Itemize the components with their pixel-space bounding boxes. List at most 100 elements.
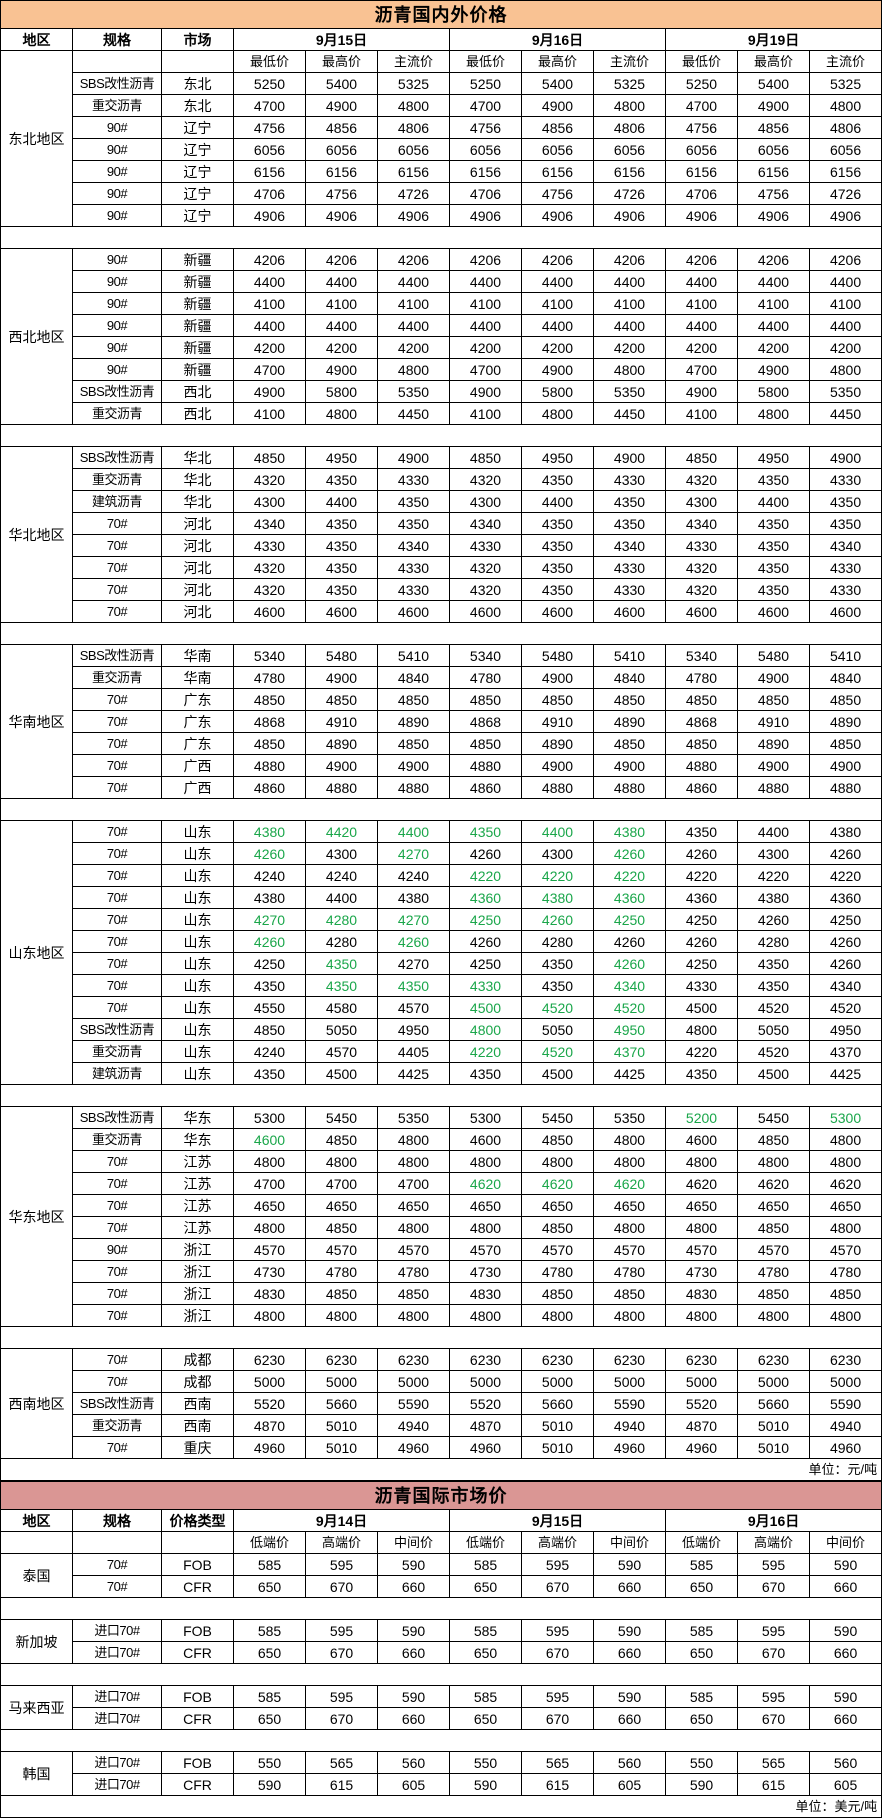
price-cell: 4200 bbox=[665, 336, 738, 359]
price-cell: 4880 bbox=[305, 776, 378, 799]
price-cell: 4900 bbox=[737, 754, 810, 777]
subheader-row: 东北地区 最低价 最高价 主流价 最低价 最高价 主流价 最低价 最高价 主流价 bbox=[0, 50, 882, 227]
price-cell: 4340 bbox=[233, 512, 306, 535]
table-row: 70# 广西 4880 4900 4900 4880 4900 4900 4880 4900 490… bbox=[1, 754, 882, 777]
subheader-cell: 高端价 bbox=[521, 1531, 594, 1554]
price-cell: 4380 bbox=[233, 820, 306, 843]
price-cell: 4906 bbox=[808, 204, 882, 227]
price-cell: 550 bbox=[233, 1751, 306, 1774]
blank-row bbox=[0, 1597, 882, 1620]
price-cell: 4900 bbox=[305, 754, 378, 777]
header-market: 价格类型 bbox=[161, 1509, 234, 1532]
price-cell: 4800 bbox=[593, 1128, 666, 1151]
price-cell: 5300 bbox=[449, 1106, 522, 1129]
price-cell: 4910 bbox=[305, 710, 378, 733]
price-cell: 650 bbox=[449, 1575, 522, 1598]
market-cell: 河北 bbox=[161, 512, 234, 535]
price-cell: 4600 bbox=[665, 1128, 738, 1151]
header-spec: 规格 bbox=[72, 28, 162, 51]
price-cell: 5300 bbox=[808, 1106, 882, 1129]
table-row: 70# 山东 4250 4350 4270 4250 4350 4260 4250 4350 426… bbox=[1, 952, 882, 975]
price-cell: 4830 bbox=[449, 1282, 522, 1305]
price-cell: 4400 bbox=[808, 314, 882, 337]
spec-cell: 重交沥青 bbox=[72, 94, 162, 117]
price-cell: 4700 bbox=[665, 94, 738, 117]
price-cell: 4950 bbox=[305, 446, 378, 469]
market-cell: 广东 bbox=[161, 688, 234, 711]
table-row: 重交沥青 华东 4600 4850 4800 4600 4850 4800 4600 4850 48… bbox=[1, 1128, 882, 1151]
table-row: 90# 辽宁 4756 4856 4806 4756 4856 4806 4756 4856 480… bbox=[1, 116, 882, 139]
price-cell: 4570 bbox=[377, 1238, 450, 1261]
unit-row: 单位：美元/吨 bbox=[0, 1795, 882, 1818]
price-cell: 4900 bbox=[521, 666, 594, 689]
price-cell: 4220 bbox=[737, 864, 810, 887]
market-cell: 广东 bbox=[161, 710, 234, 733]
price-cell: 5450 bbox=[737, 1106, 810, 1129]
price-cell: 5400 bbox=[521, 72, 594, 95]
price-cell: 4800 bbox=[665, 1150, 738, 1173]
region-cell: 马来西亚 bbox=[0, 1685, 73, 1730]
price-cell: 605 bbox=[377, 1773, 450, 1796]
market-cell: 山东 bbox=[161, 1018, 234, 1041]
price-cell: 4780 bbox=[233, 666, 306, 689]
market-cell: 成都 bbox=[161, 1370, 234, 1393]
subheader-cell: 中间价 bbox=[808, 1531, 882, 1554]
price-cell: 6056 bbox=[665, 138, 738, 161]
market-cell: 西北 bbox=[161, 402, 234, 425]
price-cell: 4500 bbox=[521, 1062, 594, 1085]
market-cell: 西北 bbox=[161, 380, 234, 403]
price-cell: 4906 bbox=[449, 204, 522, 227]
price-cell: 4450 bbox=[377, 402, 450, 425]
price-cell: 4856 bbox=[521, 116, 594, 139]
price-cell: 4220 bbox=[593, 864, 666, 887]
table-row: 90# 新疆 4400 4400 4400 4400 4400 4400 4400 4400 440… bbox=[1, 270, 882, 293]
price-cell: 650 bbox=[665, 1641, 738, 1664]
price-cell: 4570 bbox=[305, 1040, 378, 1063]
price-cell: 4570 bbox=[233, 1238, 306, 1261]
price-cell: 4620 bbox=[808, 1172, 882, 1195]
price-cell: 5340 bbox=[449, 644, 522, 667]
price-cell: 4900 bbox=[377, 446, 450, 469]
spec-cell: 70# bbox=[72, 1194, 162, 1217]
price-cell: 4780 bbox=[737, 1260, 810, 1283]
price-cell: 4350 bbox=[737, 512, 810, 535]
price-cell: 5325 bbox=[377, 72, 450, 95]
price-cell: 4350 bbox=[305, 468, 378, 491]
price-cell: 4600 bbox=[377, 600, 450, 623]
price-cell: 4260 bbox=[449, 842, 522, 865]
price-cell: 4570 bbox=[665, 1238, 738, 1261]
price-cell: 5410 bbox=[593, 644, 666, 667]
header-row: 地区 规格 价格类型 9月14日 9月15日 9月16日 bbox=[0, 1509, 882, 1532]
spec-cell: 进口70# bbox=[72, 1685, 162, 1708]
price-cell: 595 bbox=[737, 1619, 810, 1642]
price-cell: 4350 bbox=[665, 1062, 738, 1085]
price-cell: 4960 bbox=[593, 1436, 666, 1459]
price-cell: 4400 bbox=[737, 820, 810, 843]
price-cell: 4350 bbox=[521, 952, 594, 975]
header-date: 9月15日 bbox=[449, 1509, 666, 1532]
price-cell: 4200 bbox=[449, 336, 522, 359]
blank-row bbox=[0, 424, 882, 447]
price-cell: 4900 bbox=[521, 754, 594, 777]
region-cell: 山东地区 bbox=[0, 820, 73, 1085]
table-row: 重交沥青 华南 4780 4900 4840 4780 4900 4840 4780 4900 48… bbox=[1, 666, 882, 689]
price-cell: 4730 bbox=[233, 1260, 306, 1283]
market-cell: 西南 bbox=[161, 1414, 234, 1437]
spec-cell: 70# bbox=[72, 512, 162, 535]
price-cell: 5520 bbox=[665, 1392, 738, 1415]
price-cell: 4220 bbox=[449, 1040, 522, 1063]
region-cell: 泰国 bbox=[0, 1553, 73, 1598]
price-cell: 4100 bbox=[521, 292, 594, 315]
table-row: 90# 新疆 4700 4900 4800 4700 4900 4800 4700 4900 480… bbox=[1, 358, 882, 381]
market-cell: 山东 bbox=[161, 996, 234, 1019]
price-cell: 4800 bbox=[593, 1216, 666, 1239]
price-cell: 5000 bbox=[808, 1370, 882, 1393]
price-cell: 650 bbox=[665, 1707, 738, 1730]
price-cell: 4260 bbox=[593, 930, 666, 953]
table-row: SBS改性沥青 东北 5250 5400 5325 5250 5400 5325 5250 540… bbox=[1, 72, 882, 95]
price-cell: 4500 bbox=[737, 1062, 810, 1085]
spec-cell: 70# bbox=[72, 1304, 162, 1327]
price-cell: 4950 bbox=[593, 1018, 666, 1041]
price-cell: 4620 bbox=[521, 1172, 594, 1195]
market-cell: FOB bbox=[161, 1619, 234, 1642]
